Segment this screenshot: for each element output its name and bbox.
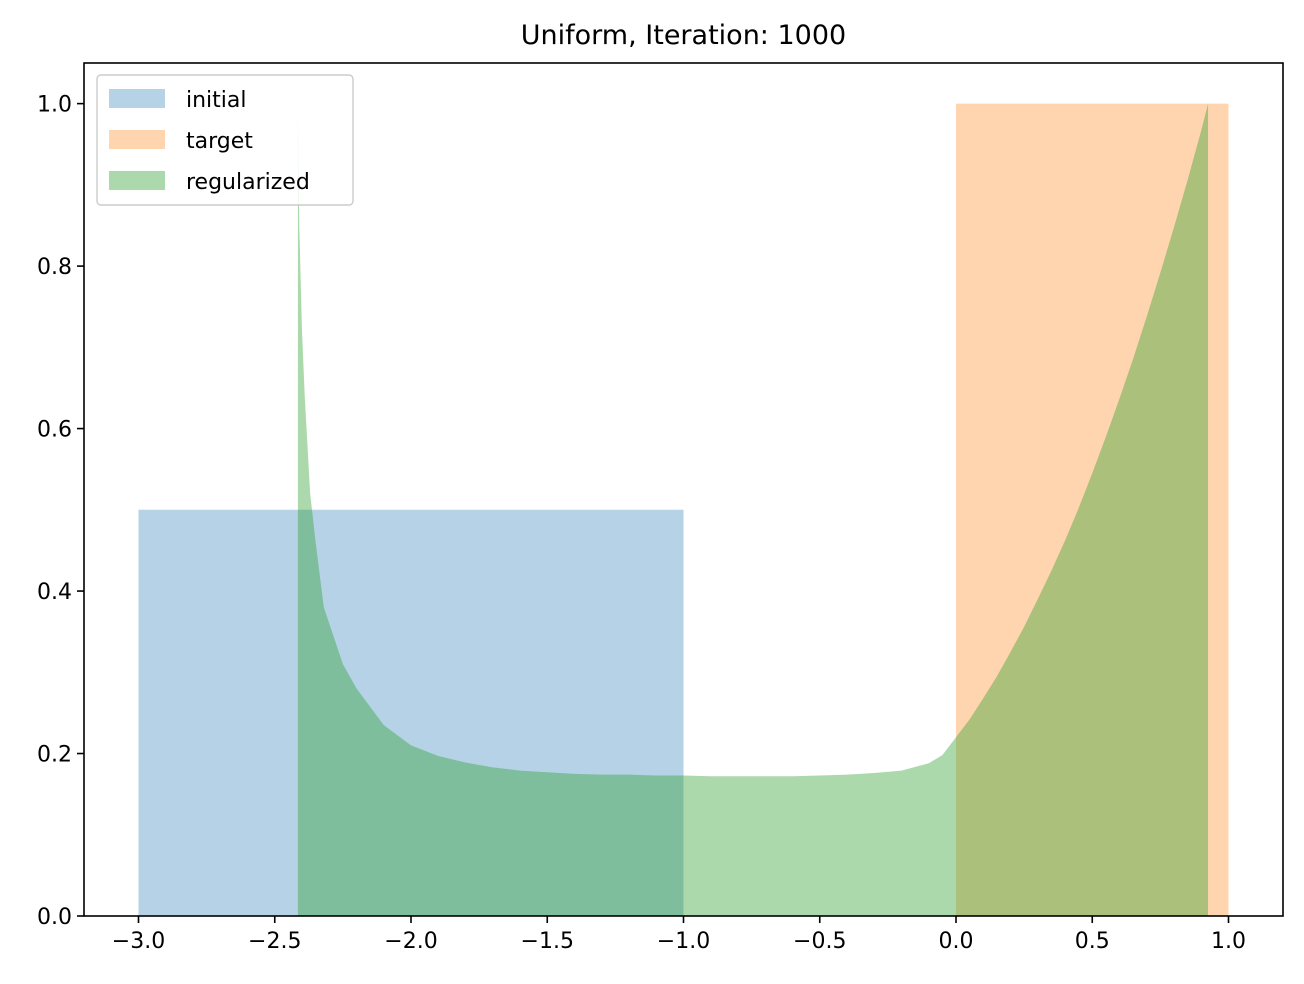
legend-label-target: target <box>186 129 253 154</box>
x-tick-label: −2.0 <box>384 929 437 954</box>
legend-box <box>96 74 354 206</box>
legend-swatch-initial <box>109 89 165 108</box>
x-axis: −3.0 −2.5 −2.0 −1.5 −1.0 −0.5 0.0 0.5 1.0 <box>112 916 1246 954</box>
x-tick-label: 0.0 <box>939 929 974 954</box>
x-tick-label: −0.5 <box>793 929 846 954</box>
y-axis: 0.0 0.2 0.4 0.6 0.8 1.0 <box>37 93 84 930</box>
x-tick-label: −2.5 <box>248 929 301 954</box>
x-tick-label: −3.0 <box>112 929 165 954</box>
y-tick-label: 0.0 <box>37 905 72 930</box>
y-tick-label: 0.6 <box>37 418 72 443</box>
legend-label-initial: initial <box>186 88 247 113</box>
area-regularized <box>297 103 1209 917</box>
legend: initial target regularized <box>96 74 354 206</box>
legend-label-regularized: regularized <box>186 170 310 195</box>
x-tick-label: −1.5 <box>521 929 574 954</box>
legend-swatch-target <box>109 130 165 149</box>
x-tick-label: −1.0 <box>657 929 710 954</box>
y-tick-label: 0.2 <box>37 743 72 768</box>
y-tick-label: 0.4 <box>37 580 72 605</box>
plot-areas <box>138 103 1229 917</box>
y-tick-label: 1.0 <box>37 93 72 118</box>
legend-swatch-regularized <box>109 171 165 190</box>
area-target <box>956 103 1229 917</box>
area-initial <box>138 509 684 916</box>
y-tick-label: 0.8 <box>37 255 72 280</box>
x-tick-label: 0.5 <box>1075 929 1110 954</box>
x-tick-label: 1.0 <box>1211 929 1246 954</box>
chart-title: Uniform, Iteration: 1000 <box>521 20 846 51</box>
